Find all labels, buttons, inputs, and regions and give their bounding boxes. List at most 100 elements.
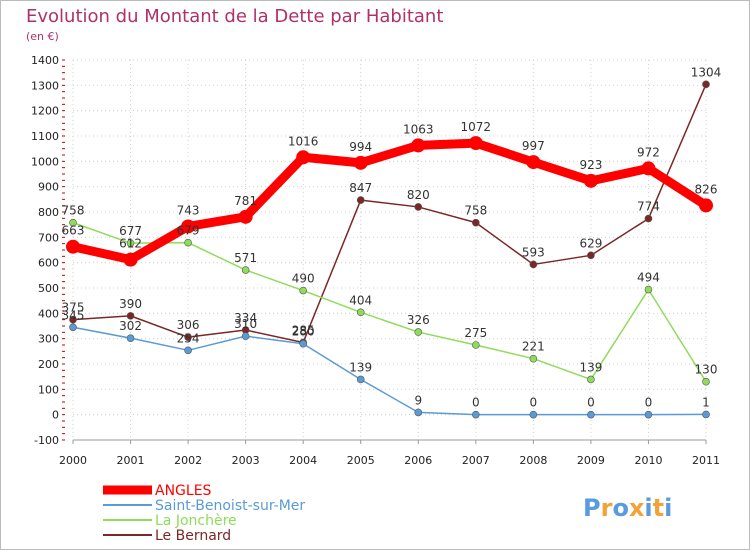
data-label: 404 (349, 293, 372, 307)
data-label: 390 (119, 297, 142, 311)
brand-letter: P (583, 494, 601, 522)
data-label: 275 (464, 326, 487, 340)
data-point (299, 286, 307, 295)
data-point (414, 203, 423, 211)
series-line-2 (72, 221, 707, 383)
data-point (69, 315, 77, 324)
data-label: 629 (579, 236, 602, 250)
x-tick-label: 2000 (59, 454, 87, 467)
data-label: 820 (407, 188, 430, 202)
data-point (126, 312, 135, 320)
data-label: 0 (587, 396, 595, 410)
data-point (411, 138, 426, 153)
data-label: 758 (62, 204, 85, 218)
data-point (468, 136, 483, 151)
data-label: 0 (472, 396, 480, 410)
data-point (66, 239, 80, 254)
data-point (181, 219, 196, 234)
data-label: 0 (530, 396, 538, 410)
data-label: 997 (522, 139, 545, 153)
chart-subtitle: (en €) (26, 30, 59, 43)
y-tick-label: 400 (38, 307, 59, 320)
data-label: 1304 (691, 65, 722, 79)
data-point (587, 375, 595, 384)
x-tick-label: 2008 (519, 454, 547, 467)
y-tick-label: 1200 (31, 105, 59, 118)
data-point (583, 173, 598, 188)
data-point (69, 323, 77, 332)
x-tick-label: 2011 (692, 454, 720, 467)
data-label: 310 (234, 317, 257, 331)
brand-letter: r (601, 494, 613, 522)
axis-layer: -100010020030040050060070080090010001100… (31, 54, 720, 467)
y-tick-label: 100 (38, 383, 59, 396)
brand-logo: Proxiti (583, 494, 672, 522)
data-point (241, 266, 250, 274)
legend-label: Le Bernard (155, 528, 231, 544)
data-point (299, 339, 307, 348)
x-tick-label: 2007 (462, 454, 490, 467)
data-point (702, 377, 710, 386)
data-point (241, 332, 250, 340)
y-tick-label: 1000 (31, 155, 59, 168)
y-tick-label: 500 (38, 282, 59, 295)
data-point (472, 410, 480, 419)
data-point (702, 80, 710, 89)
data-point (69, 218, 77, 227)
data-label: 375 (62, 301, 85, 315)
legend-label: La Jonchère (155, 513, 237, 529)
brand-letter: i (664, 494, 672, 522)
y-tick-label: 900 (38, 181, 59, 194)
x-tick-label: 2002 (174, 454, 202, 467)
data-label: 781 (234, 194, 257, 208)
x-tick-label: 2001 (117, 454, 145, 467)
y-tick-label: 200 (38, 358, 59, 371)
data-label: 923 (579, 158, 602, 172)
data-point (529, 410, 538, 419)
data-label: 345 (62, 308, 85, 322)
series-line-0 (68, 138, 711, 265)
data-point (353, 155, 368, 170)
y-tick-label: 800 (38, 206, 59, 219)
data-point (184, 238, 192, 247)
brand-letter: i (644, 494, 652, 522)
x-tick-label: 2006 (404, 454, 432, 467)
data-point (702, 410, 710, 419)
data-point (238, 209, 253, 224)
y-tick-label: 600 (38, 257, 59, 270)
data-point (529, 354, 538, 363)
data-label: 302 (119, 319, 142, 333)
data-point (472, 341, 480, 349)
data-point (644, 214, 653, 223)
series-layer (66, 80, 713, 419)
data-point (126, 239, 135, 247)
data-point (699, 198, 713, 213)
data-point (184, 333, 192, 341)
data-label: 571 (234, 251, 257, 265)
y-tick-label: 1300 (31, 79, 59, 92)
y-tick-label: 1400 (31, 54, 59, 67)
data-label: 1072 (461, 120, 492, 134)
data-label: 677 (119, 224, 142, 238)
data-point (587, 410, 595, 419)
data-point (123, 252, 138, 267)
data-label: 490 (292, 272, 315, 286)
data-point (296, 150, 311, 165)
data-point (587, 251, 595, 260)
x-tick-label: 2009 (577, 454, 605, 467)
brand-letter: o (612, 494, 629, 522)
data-label: 847 (349, 181, 372, 195)
y-tick-label: -100 (34, 434, 59, 447)
data-label: 254 (177, 331, 200, 345)
data-point (641, 161, 656, 176)
x-tick-label: 2004 (289, 454, 317, 467)
data-point (526, 155, 541, 170)
data-label: 280 (292, 325, 315, 339)
series-line-1 (72, 326, 707, 416)
data-label: 9 (414, 393, 422, 407)
data-point (414, 328, 423, 336)
x-tick-label: 2010 (634, 454, 662, 467)
y-tick-label: 0 (52, 409, 59, 422)
